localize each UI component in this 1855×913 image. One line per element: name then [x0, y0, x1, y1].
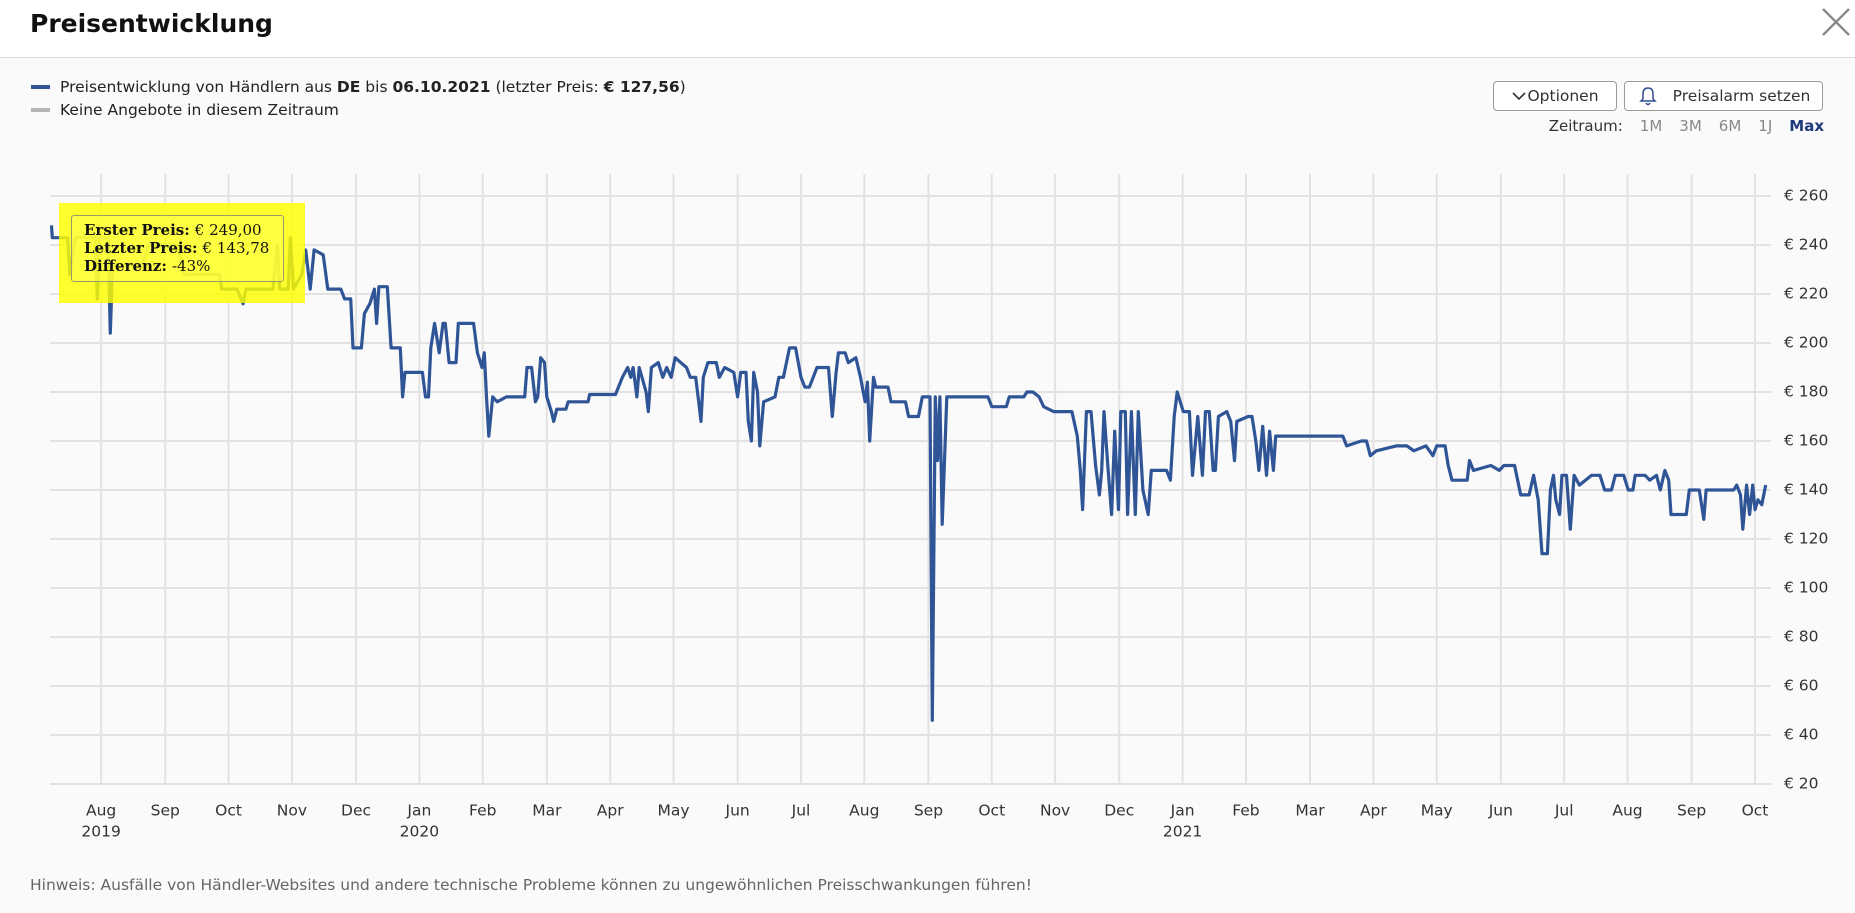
legend-text-part: DE — [336, 78, 361, 96]
x-year-label: 2020 — [400, 823, 439, 841]
tooltip-label: Differenz: — [84, 257, 167, 275]
x-tick-label: Aug — [86, 802, 116, 820]
x-tick-label: Dec — [341, 802, 371, 820]
x-tick-label: May — [658, 802, 690, 820]
x-tick-label: Jul — [791, 802, 811, 820]
timeframe-option[interactable]: 1M — [1639, 117, 1663, 135]
footer-note: Hinweis: Ausfälle von Händler-Websites u… — [30, 876, 1032, 894]
x-tick-label: Mar — [1295, 802, 1325, 820]
legend-entry: Preisentwicklung von Händlern aus DE bis… — [31, 78, 686, 96]
timeframe-label: Zeitraum: — [1548, 117, 1623, 135]
x-tick-label: Apr — [1360, 802, 1387, 820]
x-tick-label: Oct — [978, 802, 1005, 820]
timeframe-option[interactable]: Max — [1789, 117, 1824, 135]
tooltip-row: Differenz: -43% — [84, 257, 271, 275]
y-tick-label: € 100 — [1784, 579, 1828, 597]
y-tick-label: € 120 — [1784, 530, 1828, 548]
dialog-title: Preisentwicklung — [30, 9, 273, 38]
legend-text-part: Preisentwicklung von Händlern aus — [60, 78, 337, 96]
x-tick-label: Jul — [1554, 802, 1574, 820]
x-tick-label: Oct — [1742, 802, 1769, 820]
x-year-label: 2019 — [81, 823, 120, 841]
x-tick-label: Mar — [532, 802, 562, 820]
tooltip-label: Letzter Preis: — [84, 239, 198, 257]
header — [0, 0, 1855, 58]
x-tick-label: Sep — [1677, 802, 1706, 820]
x-tick-label: Jun — [725, 802, 750, 820]
tooltip-label: Erster Preis: — [84, 221, 190, 239]
price-alert-button[interactable]: Preisalarm setzen — [1624, 81, 1823, 111]
y-tick-label: € 60 — [1784, 677, 1819, 695]
legend-swatch — [31, 108, 50, 112]
button-label: Preisalarm setzen — [1672, 87, 1811, 105]
legend-text-part: € 127,56 — [603, 78, 680, 96]
tooltip: Erster Preis: € 249,00 Letzter Preis: € 143… — [71, 215, 284, 282]
x-year-label: 2021 — [1163, 823, 1202, 841]
x-tick-label: Oct — [215, 802, 242, 820]
x-tick-label: Aug — [849, 802, 879, 820]
x-tick-label: May — [1421, 802, 1453, 820]
y-tick-label: € 200 — [1784, 334, 1828, 352]
legend-text-part: (letzter Preis: — [490, 78, 604, 96]
timeframe-selector: Zeitraum: 1M 3M 6M 1J Max — [1549, 117, 1824, 135]
y-tick-label: € 40 — [1784, 726, 1819, 744]
timeframe-option[interactable]: 1J — [1758, 117, 1773, 135]
x-tick-label: Nov — [277, 802, 307, 820]
timeframe-option[interactable]: 3M — [1679, 117, 1702, 135]
y-tick-label: € 20 — [1784, 775, 1819, 793]
tooltip-row: Erster Preis: € 249,00 — [84, 221, 271, 239]
x-tick-label: Sep — [914, 802, 943, 820]
x-tick-label: Nov — [1040, 802, 1070, 820]
tooltip-row: Letzter Preis: € 143,78 — [84, 239, 271, 257]
legend-text-part: 06.10.2021 — [392, 78, 491, 96]
close-button[interactable] — [1820, 6, 1852, 38]
y-tick-label: € 260 — [1784, 187, 1828, 205]
bell-icon — [1638, 87, 1657, 106]
x-tick-label: Sep — [151, 802, 180, 820]
x-tick-label: Jan — [406, 802, 431, 820]
price-line — [49, 225, 1768, 722]
x-tick-label: Aug — [1612, 802, 1642, 820]
y-tick-label: € 160 — [1784, 432, 1828, 450]
y-tick-label: € 180 — [1784, 383, 1828, 401]
legend-entry: Keine Angebote in diesem Zeitraum — [31, 101, 339, 119]
legend-text-part: ) — [679, 78, 686, 96]
options-button[interactable]: Optionen — [1493, 81, 1617, 111]
y-tick-label: € 80 — [1784, 628, 1819, 646]
chevron-icon — [1512, 92, 1527, 101]
x-tick-label: Feb — [469, 802, 496, 820]
tooltip-value: -43% — [171, 257, 211, 275]
tooltip-value: € 249,00 — [194, 221, 262, 239]
legend-text: Preisentwicklung von Händlern aus DE bis… — [60, 78, 686, 96]
y-tick-label: € 220 — [1784, 285, 1828, 303]
tooltip-value: € 143,78 — [202, 239, 270, 257]
x-tick-label: Jan — [1170, 802, 1195, 820]
legend-text: Keine Angebote in diesem Zeitraum — [60, 101, 339, 119]
timeframe-option[interactable]: 6M — [1718, 117, 1742, 135]
x-tick-label: Feb — [1232, 802, 1259, 820]
y-tick-label: € 240 — [1784, 236, 1828, 254]
legend-swatch — [31, 85, 50, 89]
x-tick-label: Jun — [1488, 802, 1513, 820]
x-tick-label: Dec — [1104, 802, 1134, 820]
y-tick-label: € 140 — [1784, 481, 1828, 499]
button-label: Optionen — [1527, 87, 1599, 105]
legend-text-part: bis — [360, 78, 393, 96]
x-tick-label: Apr — [597, 802, 624, 820]
